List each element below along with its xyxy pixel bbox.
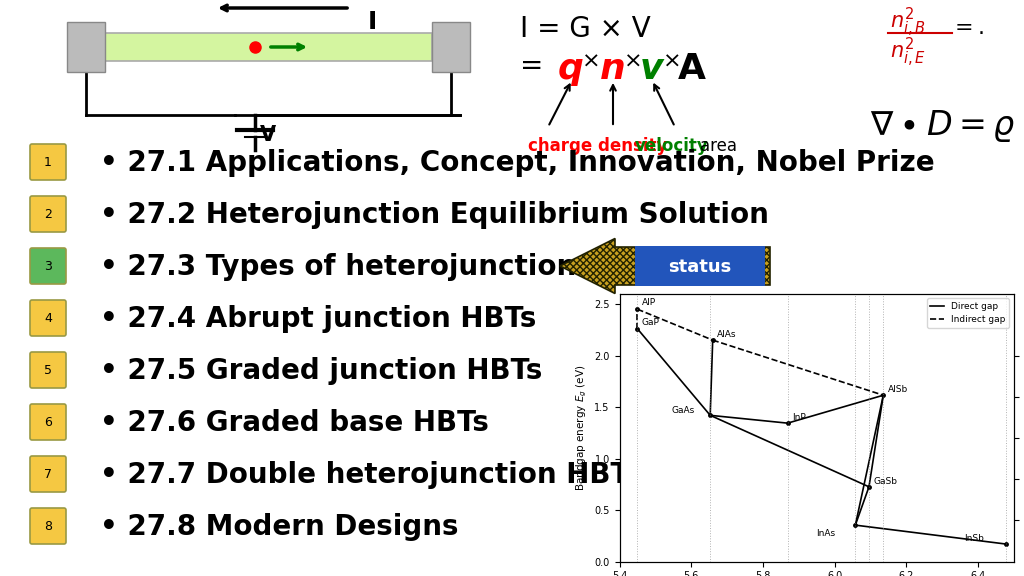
Text: $n_{i,E}^{2}$: $n_{i,E}^{2}$ — [890, 35, 926, 69]
FancyBboxPatch shape — [30, 508, 66, 544]
FancyBboxPatch shape — [30, 404, 66, 440]
Text: $n_{i,B}^{2}$: $n_{i,B}^{2}$ — [890, 5, 926, 39]
FancyBboxPatch shape — [30, 300, 66, 336]
Text: .: . — [978, 18, 985, 38]
Text: GaP: GaP — [642, 317, 659, 327]
Text: • 27.6 Graded base HBTs: • 27.6 Graded base HBTs — [100, 409, 488, 437]
Text: 8: 8 — [44, 521, 52, 533]
Text: ×: × — [663, 52, 682, 72]
Y-axis label: Bandgap energy $E_g$ (eV): Bandgap energy $E_g$ (eV) — [574, 365, 589, 491]
Text: ×: × — [582, 52, 601, 72]
Text: • 27.7 Double heterojunction HBTs: • 27.7 Double heterojunction HBTs — [100, 461, 642, 489]
Text: 3: 3 — [44, 260, 52, 274]
Text: I = G × V: I = G × V — [520, 15, 650, 43]
Text: AlP: AlP — [642, 298, 655, 307]
Bar — [635, 246, 765, 286]
Text: 4: 4 — [44, 313, 52, 325]
Text: 1: 1 — [44, 157, 52, 169]
Text: A: A — [678, 52, 706, 86]
Text: • 27.1 Applications, Concept, Innovation, Nobel Prize: • 27.1 Applications, Concept, Innovation… — [100, 149, 935, 177]
Text: v: v — [640, 52, 664, 86]
Text: area: area — [700, 137, 737, 155]
Text: InSb: InSb — [965, 535, 984, 543]
Text: 2: 2 — [44, 209, 52, 222]
Text: • 27.2 Heterojunction Equilibrium Solution: • 27.2 Heterojunction Equilibrium Soluti… — [100, 201, 769, 229]
FancyBboxPatch shape — [30, 248, 66, 284]
Text: • 27.5 Graded junction HBTs: • 27.5 Graded junction HBTs — [100, 357, 543, 385]
Bar — [432, 22, 470, 72]
Bar — [105, 33, 432, 61]
Text: status: status — [669, 258, 731, 276]
Text: 6: 6 — [44, 416, 52, 430]
Text: GaSb: GaSb — [873, 477, 897, 486]
Text: • 27.8 Modern Designs: • 27.8 Modern Designs — [100, 513, 459, 541]
Bar — [67, 22, 105, 72]
Text: n: n — [600, 52, 626, 86]
FancyArrow shape — [560, 238, 770, 294]
Text: InAs: InAs — [816, 529, 836, 538]
Text: ×: × — [624, 52, 643, 72]
Text: =: = — [955, 18, 974, 38]
FancyBboxPatch shape — [30, 144, 66, 180]
Text: AlAs: AlAs — [717, 331, 736, 339]
Text: GaAs: GaAs — [672, 406, 694, 415]
Text: =: = — [520, 52, 552, 80]
Text: V: V — [260, 125, 276, 145]
Text: q: q — [558, 52, 584, 86]
Text: I: I — [368, 10, 377, 34]
FancyBboxPatch shape — [30, 352, 66, 388]
Text: InP: InP — [792, 414, 806, 422]
Text: charge density: charge density — [528, 137, 668, 155]
Text: • 27.4 Abrupt junction HBTs: • 27.4 Abrupt junction HBTs — [100, 305, 537, 333]
Text: 5: 5 — [44, 365, 52, 377]
FancyBboxPatch shape — [30, 456, 66, 492]
Text: velocity: velocity — [635, 137, 709, 155]
Text: AlSb: AlSb — [888, 385, 907, 395]
FancyBboxPatch shape — [30, 196, 66, 232]
Text: • 27.3 Types of heterojunctions: • 27.3 Types of heterojunctions — [100, 253, 593, 281]
Text: 7: 7 — [44, 468, 52, 482]
Text: $\nabla \bullet D = \varrho$: $\nabla \bullet D = \varrho$ — [870, 108, 1016, 144]
Legend: Direct gap, Indirect gap: Direct gap, Indirect gap — [927, 298, 1010, 328]
